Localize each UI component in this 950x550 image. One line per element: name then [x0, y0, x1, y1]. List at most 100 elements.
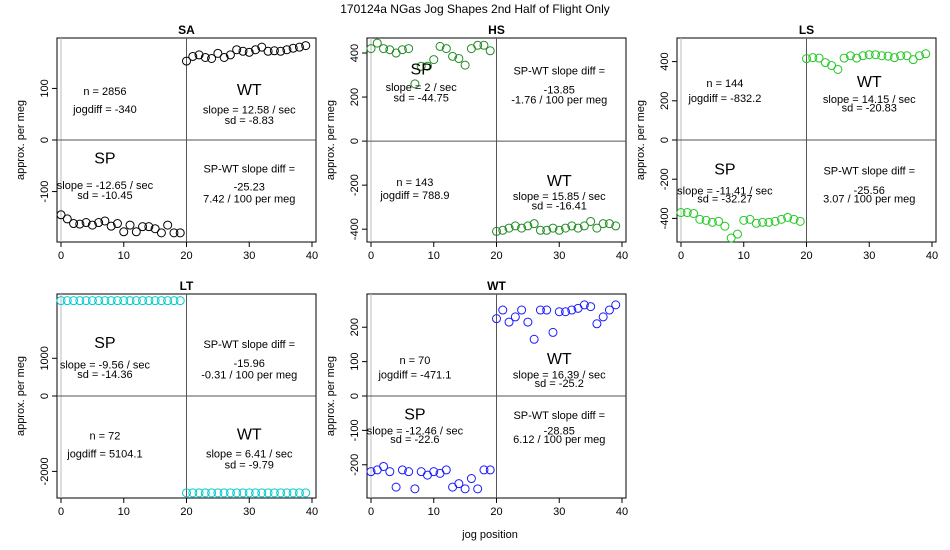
- data-point: [466, 474, 476, 484]
- data-point: [604, 305, 614, 315]
- data-point: [682, 208, 692, 218]
- data-point: [523, 317, 533, 327]
- data-point: [802, 54, 811, 64]
- x-tick-label: 40: [926, 250, 938, 262]
- data-point: [225, 50, 235, 60]
- data-point: [410, 79, 420, 89]
- data-point: [485, 46, 495, 56]
- panel-annotation: n = 143: [396, 177, 433, 189]
- data-point: [473, 484, 483, 494]
- panel-annotation: slope = 15.85 / sec: [513, 191, 606, 203]
- panel-annotation: SP-WT slope diff =: [203, 163, 295, 175]
- data-point: [542, 225, 552, 235]
- data-point: [732, 229, 742, 239]
- y-axis-label: approx. per meg: [325, 100, 337, 180]
- panel-annotation: n = 144: [706, 78, 743, 90]
- data-point: [263, 46, 273, 56]
- data-point: [523, 221, 533, 231]
- data-point: [542, 305, 552, 315]
- data-point: [429, 55, 439, 65]
- data-point: [701, 215, 711, 225]
- data-point: [783, 212, 793, 222]
- data-point: [138, 296, 148, 306]
- data-point: [213, 48, 223, 58]
- data-point: [739, 215, 749, 225]
- data-point: [479, 465, 489, 475]
- data-point: [276, 46, 286, 56]
- panel-annotation: SP-WT slope diff =: [513, 66, 605, 78]
- data-point: [131, 227, 141, 237]
- data-point: [554, 307, 564, 317]
- data-point: [441, 44, 451, 54]
- data-point: [87, 296, 97, 306]
- panel-annotation: WT: [237, 82, 262, 99]
- data-point: [175, 296, 185, 306]
- data-point: [435, 41, 445, 51]
- data-point: [592, 223, 602, 233]
- data-point: [200, 488, 210, 498]
- data-point: [454, 479, 464, 489]
- y-tick-label: 0: [39, 393, 51, 399]
- x-tick-label: 10: [738, 250, 750, 262]
- panel-hs: HS 0 10 20 30 40 -400 -200 0 200 400 approx. per me…: [325, 23, 628, 262]
- data-point: [62, 214, 72, 224]
- panel-annotation: SP: [411, 62, 432, 79]
- data-point: [611, 300, 621, 310]
- data-point: [833, 64, 843, 74]
- data-point: [188, 51, 198, 61]
- data-point: [144, 222, 154, 232]
- data-point: [827, 61, 837, 71]
- y-tick-label: 1000: [39, 346, 51, 370]
- data-point: [529, 334, 539, 344]
- panel-annotation: -28.85: [544, 425, 575, 437]
- panel-annotation: slope = -9.56 / sec: [60, 360, 151, 372]
- panel-annotation: 3.07 / 100 per meg: [823, 193, 915, 205]
- data-point: [579, 221, 589, 231]
- data-point: [883, 51, 893, 61]
- data-point: [567, 221, 577, 231]
- panel-annotation: n = 70: [399, 355, 430, 367]
- x-tick-label: 30: [243, 250, 255, 262]
- data-point: [56, 210, 66, 220]
- data-point: [751, 218, 761, 228]
- data-point: [592, 319, 602, 329]
- panel-lt: LT 0 10 20 30 40 -2000 0 1000 approx. per meg SP sl…: [15, 279, 318, 518]
- data-point: [251, 45, 261, 55]
- panel-annotation: sd = -20.83: [842, 103, 897, 115]
- data-point: [707, 217, 717, 227]
- data-point: [492, 314, 501, 324]
- data-point: [169, 296, 179, 306]
- data-point: [263, 488, 273, 498]
- data-point: [288, 488, 298, 498]
- data-point: [119, 296, 129, 306]
- data-point: [200, 52, 210, 62]
- data-point: [839, 53, 849, 63]
- data-point: [207, 488, 217, 498]
- data-point: [745, 214, 755, 224]
- data-point: [257, 488, 267, 498]
- data-point: [125, 296, 135, 306]
- data-point: [112, 296, 122, 306]
- data-point: [81, 218, 91, 228]
- data-point: [119, 227, 129, 237]
- panel-annotation: jogdiff = -832.2: [687, 93, 761, 105]
- y-tick-label: 100: [39, 79, 51, 97]
- figure-title: 170124a NGas Jog Shapes 2nd Half of Flig…: [340, 2, 610, 16]
- data-point: [776, 214, 786, 224]
- panel-annotation: 7.42 / 100 per meg: [203, 193, 295, 205]
- panel-annotation: slope = 2 / sec: [386, 82, 458, 94]
- panel-annotation: jogdiff = 788.9: [379, 190, 449, 202]
- panel-annotation: slope = 16.39 / sec: [513, 370, 606, 382]
- data-point: [232, 488, 242, 498]
- x-tick-label: 40: [306, 506, 318, 518]
- x-tick-label: 0: [368, 506, 374, 518]
- data-point: [454, 54, 464, 64]
- x-tick-label: 30: [553, 506, 565, 518]
- data-point: [219, 488, 229, 498]
- data-point: [219, 52, 229, 62]
- data-point: [372, 38, 382, 48]
- data-point: [397, 45, 407, 55]
- data-point: [758, 217, 768, 227]
- panel-annotation: slope = 6.41 / sec: [206, 449, 293, 461]
- data-point: [94, 296, 104, 306]
